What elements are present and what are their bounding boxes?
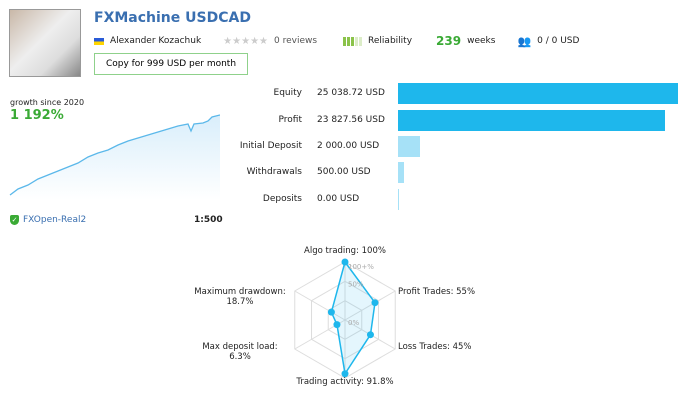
- avatar[interactable]: [9, 9, 81, 77]
- radar-point: [327, 308, 335, 316]
- radar-label-value: 6.3%: [229, 352, 251, 362]
- subscribers-icon: 👥: [517, 34, 532, 48]
- copy-button[interactable]: Copy for 999 USD per month: [94, 53, 248, 75]
- growth-area: [10, 115, 220, 200]
- radar-point: [371, 299, 379, 307]
- radar-point: [366, 331, 374, 339]
- radar-point: [341, 258, 349, 266]
- radar-point: [333, 321, 341, 329]
- broker-name[interactable]: FXOpen-Real2: [23, 215, 87, 225]
- stat-label: Equity: [273, 88, 302, 98]
- growth-line: [9, 114, 220, 196]
- radar-axis: [294, 290, 346, 321]
- stat-label: Initial Deposit: [239, 141, 302, 151]
- radar-label-value: 18.7%: [226, 297, 254, 307]
- radar-label-text: Algo trading: 100%: [304, 246, 386, 256]
- rating-stars-icon: ★★★★★: [223, 35, 268, 47]
- growth-chart[interactable]: [8, 105, 220, 200]
- author-row: Alexander Kozachuk ★★★★★ 0 reviews Relia…: [94, 34, 579, 48]
- reliability-label: Reliability: [368, 36, 413, 46]
- radar-label-text: Loss Trades: 45%: [398, 342, 472, 352]
- stat-bar: [398, 110, 665, 131]
- author-name[interactable]: Alexander Kozachuk: [110, 36, 202, 46]
- stat-value: 23 827.56 USD: [317, 115, 385, 125]
- stat-label: Deposits: [262, 194, 302, 204]
- weeks-label: weeks: [467, 36, 496, 46]
- radar-label: Max deposit load: 6.3%: [185, 342, 295, 362]
- stat-bar: [398, 83, 678, 104]
- radar-scale-label: 100+%: [348, 263, 374, 271]
- radar-area: [330, 260, 376, 376]
- radar-point: [341, 370, 349, 378]
- radar-label: Trading activity: 91.8%: [265, 377, 425, 387]
- stat-value: 2 000.00 USD: [317, 141, 380, 151]
- stat-bar: [398, 162, 404, 183]
- stat-bar: [398, 189, 399, 210]
- radar-label: Algo trading: 100%: [265, 246, 425, 256]
- radar-label: Loss Trades: 45%: [398, 342, 472, 352]
- radar-label-text: Maximum drawdown:: [194, 287, 286, 297]
- radar-axis: [344, 290, 396, 321]
- stat-label: Withdrawals: [246, 167, 302, 177]
- radar-label-text: Trading activity: 91.8%: [296, 377, 394, 387]
- shield-check-icon: ✓: [10, 215, 19, 225]
- ukraine-flag-icon: [94, 37, 104, 45]
- radar-scale-label: 0%: [348, 319, 359, 327]
- growth-label: growth since 2020: [10, 98, 85, 107]
- leverage: 1:500: [194, 215, 223, 225]
- weeks-value: 239: [436, 34, 462, 48]
- stat-value: 500.00 USD: [317, 167, 371, 177]
- radar-label: Maximum drawdown: 18.7%: [185, 287, 295, 307]
- reliability-icon: [343, 36, 363, 46]
- stat-value: 0.00 USD: [317, 194, 360, 204]
- broker-link[interactable]: ✓ FXOpen-Real2: [10, 215, 86, 225]
- stat-value: 25 038.72 USD: [317, 88, 385, 98]
- radar-chart: 100+% 50% 0%: [294, 258, 396, 379]
- growth-value: 1 192%: [10, 108, 64, 123]
- subscribers-value: 0 / 0 USD: [537, 36, 580, 46]
- radar-label: Profit Trades: 55%: [398, 287, 475, 297]
- radar-scale-label: 50%: [348, 280, 364, 288]
- radar-label-text: Profit Trades: 55%: [398, 287, 476, 297]
- radar-label-text: Max deposit load:: [202, 342, 278, 352]
- stat-label: Profit: [278, 115, 302, 125]
- reviews-count[interactable]: 0 reviews: [274, 36, 318, 46]
- stat-bar: [398, 136, 421, 157]
- page-title[interactable]: FXMachine USDCAD: [94, 10, 251, 26]
